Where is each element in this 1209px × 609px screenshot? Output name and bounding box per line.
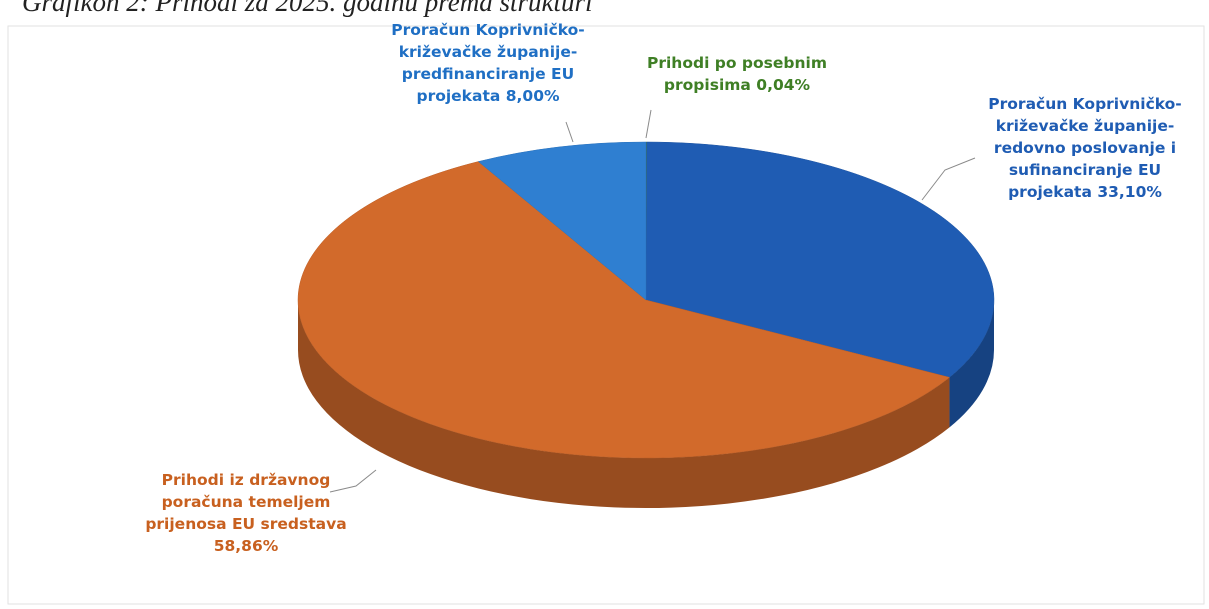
pie-slice	[297, 161, 951, 459]
data-label: Proračun Koprivničko-križevačke županije…	[977, 93, 1193, 203]
data-label: Prihodi iz državnog poračuna temeljem pr…	[128, 469, 364, 557]
leader-lines	[329, 109, 976, 493]
data-label: Proračun Koprivničko-križevačke županije…	[385, 19, 591, 107]
chart-title: Grafikon 2: Prihodi za 2025. godinu prem…	[22, 0, 593, 17]
label-value: 8,00%	[505, 87, 560, 105]
label-value: 33,10%	[1097, 183, 1162, 201]
leader-line	[645, 109, 652, 139]
label-name: Prihodi iz državnog poračuna temeljem pr…	[145, 471, 347, 533]
pie	[297, 141, 995, 509]
pie-slice	[477, 141, 647, 301]
pie-side	[298, 300, 950, 509]
pie-side	[949, 300, 994, 428]
leader-line	[921, 157, 976, 201]
chart-frame	[7, 25, 1205, 605]
label-name: Prihodi po posebnim propisima	[646, 54, 828, 94]
label-name: Proračun Koprivničko-križevačke županije…	[988, 95, 1182, 201]
label-value: 0,04%	[756, 76, 811, 94]
pie-slice	[645, 141, 995, 378]
leader-line	[329, 469, 377, 493]
leader-line	[565, 121, 574, 143]
label-value: 58,86%	[213, 537, 279, 555]
label-name: Proračun Koprivničko-križevačke županije…	[391, 21, 585, 105]
data-label: Prihodi po posebnim propisima 0,04%	[637, 52, 837, 96]
